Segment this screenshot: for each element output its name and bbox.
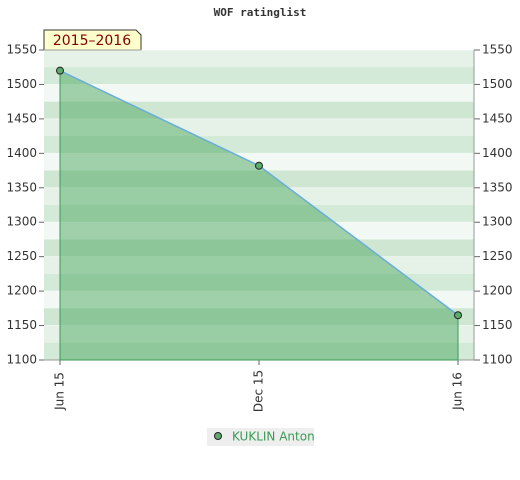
y-tick-label: 1400: [6, 146, 37, 160]
stripe: [44, 187, 474, 206]
y-tick-label: 1550: [6, 43, 37, 57]
stripe: [44, 308, 474, 327]
stripe: [44, 239, 474, 258]
stripe: [44, 136, 474, 154]
y2-tick-label: 1450: [482, 111, 513, 125]
y-tick-label: 1200: [6, 284, 37, 298]
y-tick-label: 1250: [6, 249, 37, 263]
legend-label: KUKLIN Anton: [232, 430, 315, 444]
legend-marker: [214, 432, 222, 440]
stripe: [44, 170, 474, 189]
point: [454, 311, 462, 320]
y-tick-label: 1500: [6, 77, 37, 91]
x-tick-label: Jun 15: [53, 372, 67, 411]
plot-background: [44, 50, 474, 361]
y-tick-label: 1450: [6, 111, 37, 125]
y-tick-label: 1300: [6, 215, 37, 229]
y-tick-label: 1100: [6, 353, 37, 367]
stripe: [44, 118, 474, 137]
y2-tick-label: 1550: [482, 43, 513, 57]
x-tick-label: Dec 15: [252, 370, 266, 412]
y2-tick-label: 1150: [482, 318, 513, 332]
stripe: [44, 222, 474, 240]
y2-tick-label: 1200: [482, 284, 513, 298]
stripe: [44, 291, 474, 309]
y2-tick-label: 1400: [482, 146, 513, 160]
y2-tick-label: 1300: [482, 215, 513, 229]
point: [255, 161, 263, 170]
y2-tick-label: 1100: [482, 353, 513, 367]
stripe: [44, 205, 474, 223]
x-tick-label: Jun 16: [451, 372, 465, 411]
stripe: [44, 50, 474, 68]
stripe: [44, 325, 474, 344]
legend-box: [207, 428, 314, 446]
stripe: [44, 84, 474, 103]
y2-tick-label: 1500: [482, 77, 513, 91]
badge-box: [43, 29, 142, 51]
badge: 2015–2016: [53, 33, 131, 49]
point: [56, 66, 64, 75]
y2-tick-label: 1250: [482, 249, 513, 263]
y-tick-label: 1150: [6, 318, 37, 332]
stripe: [44, 67, 474, 85]
y-tick-label: 1350: [6, 180, 37, 194]
chart-title: WOF ratinglist: [214, 6, 307, 19]
y2-tick-label: 1350: [482, 180, 513, 194]
stripe: [44, 273, 474, 292]
stripe: [44, 256, 474, 275]
stripe: [44, 342, 474, 361]
